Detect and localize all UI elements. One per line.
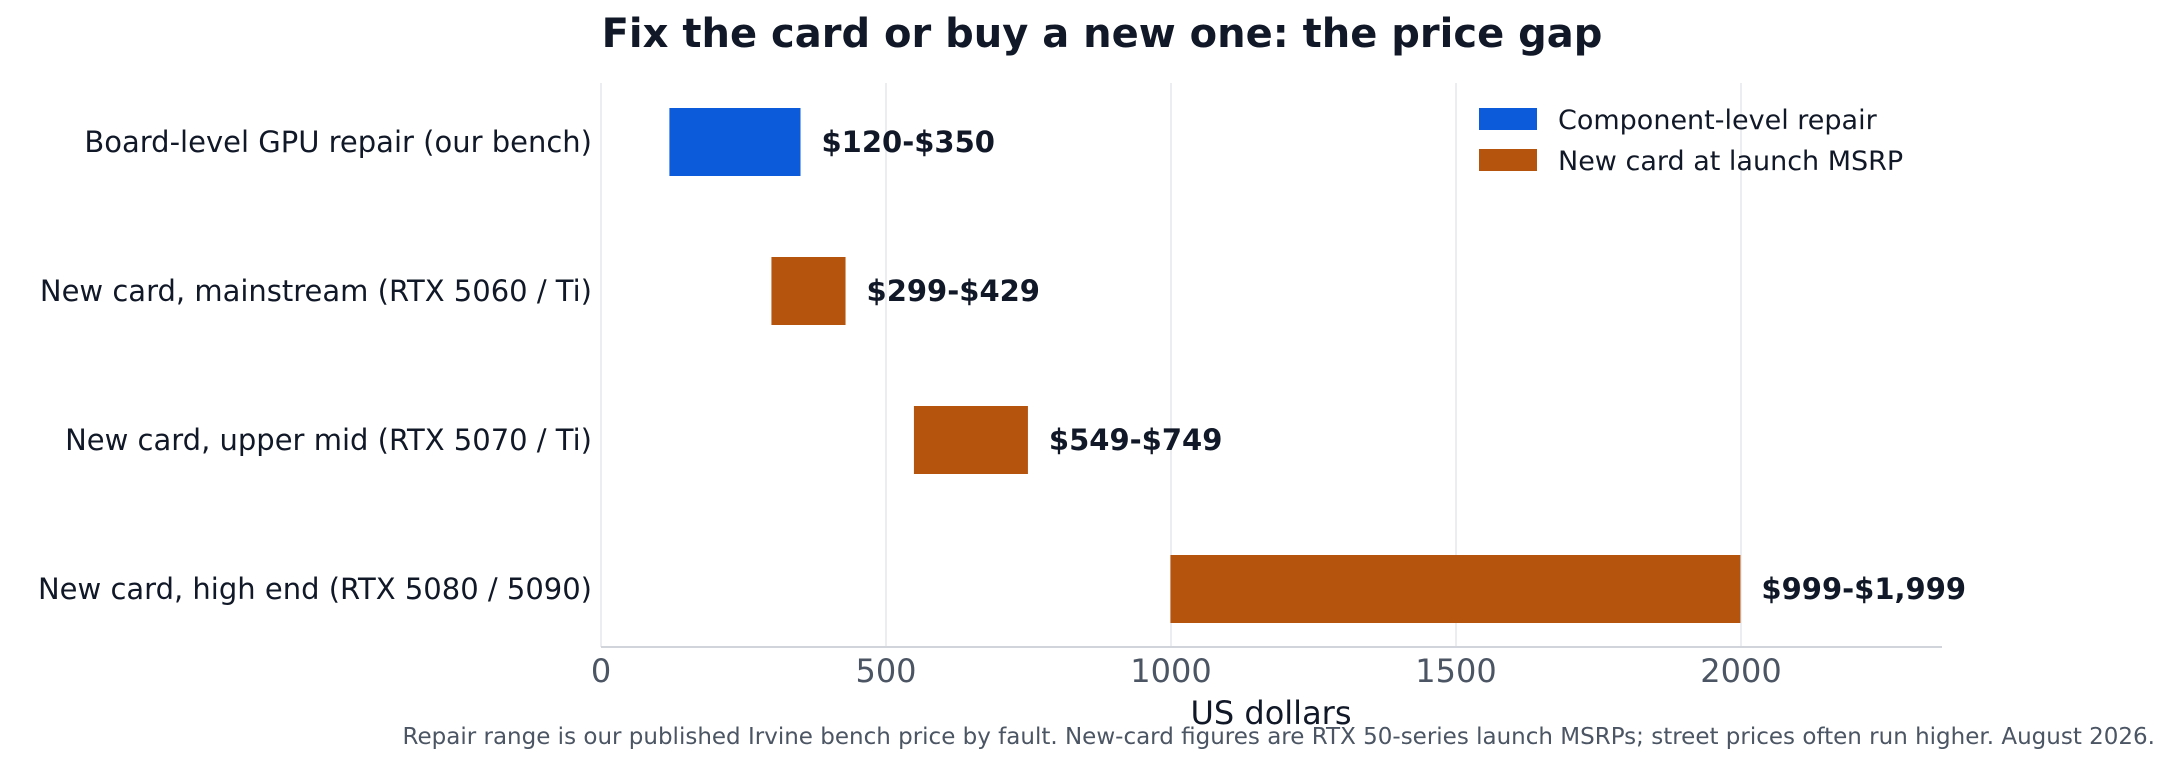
legend-label: New card at launch MSRP bbox=[1558, 146, 1903, 177]
bar bbox=[913, 406, 1028, 474]
bar bbox=[771, 257, 846, 325]
legend-swatch bbox=[1479, 108, 1537, 130]
footnote: Repair range is our published Irvine ben… bbox=[403, 724, 2155, 750]
bars bbox=[669, 108, 1741, 623]
x-tick-label: 2000 bbox=[1700, 652, 1781, 690]
category-labels: Board-level GPU repair (our bench) New ca… bbox=[38, 125, 592, 606]
legend: Component-level repair New card at launch… bbox=[1479, 105, 1903, 177]
data-label: $999-$1,999 bbox=[1761, 572, 1966, 606]
category-label: Board-level GPU repair (our bench) bbox=[84, 125, 592, 159]
x-tick-label: 0 bbox=[591, 652, 611, 690]
data-label: $549-$749 bbox=[1049, 423, 1222, 457]
data-label: $120-$350 bbox=[822, 125, 995, 159]
x-tick-label: 500 bbox=[855, 652, 916, 690]
bar bbox=[669, 108, 801, 176]
x-axis-label: US dollars bbox=[1190, 694, 1351, 732]
data-label: $299-$429 bbox=[867, 274, 1040, 308]
x-tick-label: 1500 bbox=[1415, 652, 1496, 690]
category-label: New card, upper mid (RTX 5070 / Ti) bbox=[65, 423, 592, 457]
data-labels: $120-$350 $299-$429 $549-$749 $999-$1,999 bbox=[822, 125, 1967, 606]
category-label: New card, high end (RTX 5080 / 5090) bbox=[38, 572, 592, 606]
legend-swatch bbox=[1479, 149, 1537, 171]
legend-label: Component-level repair bbox=[1558, 105, 1878, 136]
x-axis-ticks: 0 500 1000 1500 2000 bbox=[591, 652, 1782, 690]
category-label: New card, mainstream (RTX 5060 / Ti) bbox=[40, 274, 592, 308]
gridlines bbox=[600, 83, 1742, 647]
bar bbox=[1170, 555, 1741, 623]
chart-title: Fix the card or buy a new one: the price… bbox=[602, 11, 1603, 57]
x-tick-label: 1000 bbox=[1130, 652, 1211, 690]
